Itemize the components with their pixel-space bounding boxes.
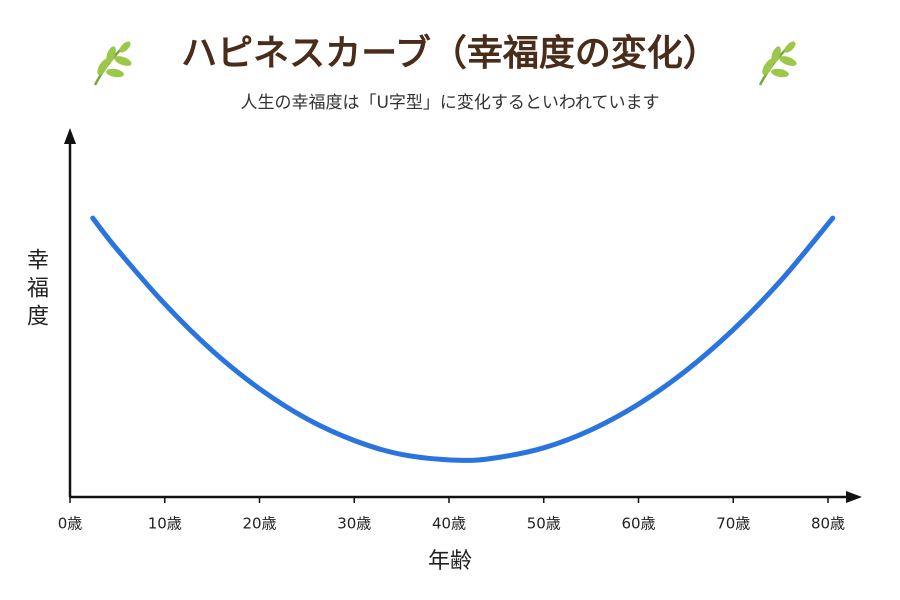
- x-tick-label: 60歳: [621, 515, 655, 533]
- x-tick-label: 20歳: [242, 515, 276, 533]
- x-tick-label: 0歳: [58, 515, 83, 533]
- x-axis-arrow: [846, 491, 862, 503]
- chart-title: ハピネスカーブ（幸福度の変化）: [181, 32, 719, 74]
- x-tick-label: 70歳: [716, 515, 750, 533]
- x-tick-label: 40歳: [432, 515, 466, 533]
- x-tick-label: 50歳: [527, 515, 561, 533]
- x-tick-label: 80歳: [811, 515, 845, 533]
- line-series: [90, 215, 836, 463]
- x-tick-label: 10歳: [148, 515, 182, 533]
- leaf-decoration: [93, 38, 135, 87]
- x-axis-label: 年齢: [428, 549, 472, 574]
- leaf-decoration: [758, 38, 800, 87]
- y-axis-label: 幸福度: [23, 248, 49, 332]
- x-tick-label: 30歳: [337, 515, 371, 533]
- y-axis-arrow: [64, 128, 76, 144]
- chart-subtitle: 人生の幸福度は「U字型」に変化するといわれています: [240, 93, 659, 113]
